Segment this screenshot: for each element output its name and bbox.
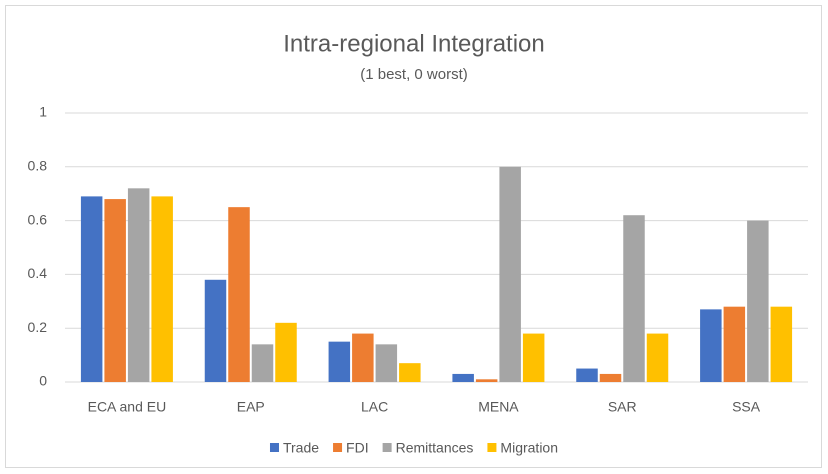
bar: [700, 309, 722, 382]
y-tick-label: 0.4: [28, 265, 48, 281]
bar: [228, 207, 250, 382]
bar: [328, 341, 351, 382]
bar: [204, 279, 227, 382]
bar: [623, 215, 645, 382]
bar: [475, 379, 498, 382]
bar: [275, 322, 297, 382]
bar: [352, 333, 374, 382]
x-tick-label: SAR: [608, 399, 637, 415]
x-tick-label: ECA and EU: [88, 399, 167, 415]
legend-label: Migration: [500, 440, 558, 456]
bar: [80, 196, 103, 382]
bar: [251, 344, 274, 382]
bar: [646, 333, 669, 382]
y-tick-label: 1: [39, 104, 47, 120]
y-tick-label: 0.8: [28, 158, 48, 174]
bar: [104, 199, 126, 382]
bar: [499, 166, 521, 382]
legend-swatch: [487, 443, 497, 452]
y-tick-label: 0.2: [28, 319, 48, 335]
x-tick-label: MENA: [478, 399, 519, 415]
bar: [452, 373, 474, 382]
bar: [522, 333, 545, 382]
bar: [399, 363, 421, 382]
legend-swatch: [269, 443, 279, 452]
bar: [599, 373, 622, 382]
x-tick-label: LAC: [361, 399, 388, 415]
bar: [723, 306, 746, 382]
bar: [747, 220, 769, 382]
legend-swatch: [382, 443, 392, 452]
y-tick-label: 0: [39, 373, 47, 389]
bar: [576, 368, 598, 382]
bar: [770, 306, 793, 382]
chart-subtitle: (1 best, 0 worst): [360, 66, 468, 83]
bar: [375, 344, 398, 382]
x-tick-label: SSA: [732, 399, 761, 415]
bar: [127, 188, 150, 382]
legend-label: Remittances: [396, 440, 474, 456]
legend-swatch: [333, 443, 343, 452]
legend-label: FDI: [346, 440, 369, 456]
chart-title: Intra-regional Integration: [283, 30, 545, 57]
y-tick-label: 0.6: [28, 211, 48, 227]
bar: [151, 196, 173, 382]
x-tick-label: EAP: [237, 399, 265, 415]
legend-label: Trade: [283, 440, 319, 456]
